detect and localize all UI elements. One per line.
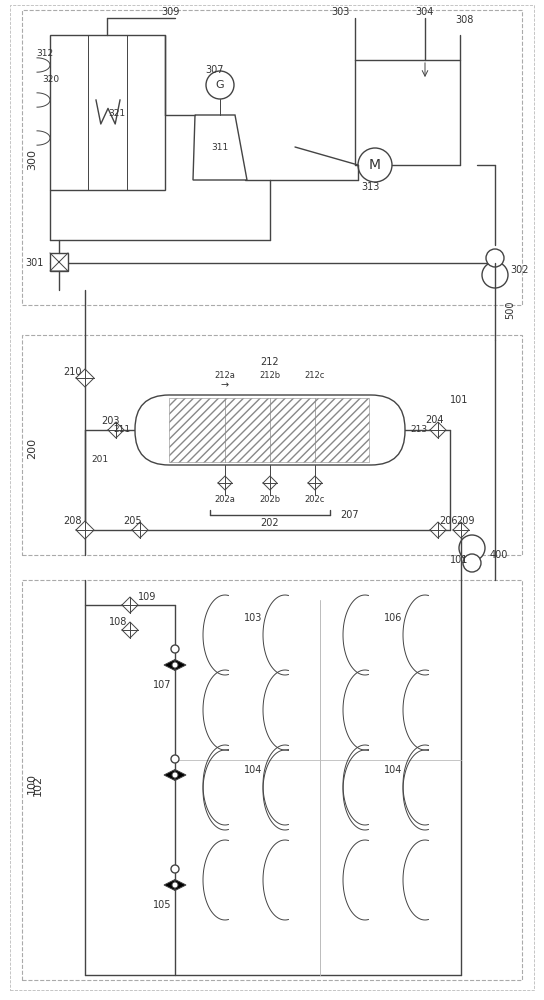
Polygon shape <box>108 422 124 438</box>
Polygon shape <box>175 880 186 890</box>
FancyBboxPatch shape <box>135 395 405 465</box>
Circle shape <box>171 865 179 873</box>
Text: 203: 203 <box>101 416 119 426</box>
Text: 102: 102 <box>33 774 43 796</box>
Circle shape <box>486 249 504 267</box>
Text: 212: 212 <box>261 357 279 367</box>
Text: 206: 206 <box>439 516 458 526</box>
Text: 109: 109 <box>138 592 156 602</box>
Text: 308: 308 <box>456 15 474 25</box>
Text: M: M <box>369 158 381 172</box>
Circle shape <box>172 662 178 668</box>
Bar <box>50 253 68 271</box>
Text: 105: 105 <box>153 900 171 910</box>
Text: 302: 302 <box>510 265 529 275</box>
Bar <box>22 335 522 555</box>
Text: 103: 103 <box>244 613 262 623</box>
Circle shape <box>171 755 179 763</box>
Text: 207: 207 <box>341 510 360 520</box>
Text: 107: 107 <box>153 680 171 690</box>
Polygon shape <box>175 660 186 670</box>
Text: 202c: 202c <box>305 495 325 504</box>
Text: 209: 209 <box>456 516 474 526</box>
Polygon shape <box>122 622 138 638</box>
Circle shape <box>463 554 481 572</box>
Bar <box>169 398 369 462</box>
Circle shape <box>482 262 508 288</box>
Circle shape <box>172 772 178 778</box>
Text: 200: 200 <box>27 437 37 459</box>
Polygon shape <box>193 115 247 180</box>
Text: 101: 101 <box>450 555 468 565</box>
Polygon shape <box>453 522 469 538</box>
Text: 303: 303 <box>331 7 349 17</box>
Circle shape <box>171 645 179 653</box>
Polygon shape <box>218 476 232 490</box>
Bar <box>22 580 522 980</box>
Bar <box>50 35 165 190</box>
Text: 312: 312 <box>36 48 53 57</box>
Text: 307: 307 <box>206 65 224 75</box>
Text: 205: 205 <box>123 516 143 526</box>
Text: 202a: 202a <box>214 495 236 504</box>
Polygon shape <box>308 476 322 490</box>
Text: 201: 201 <box>91 456 109 464</box>
Text: 211: 211 <box>113 426 130 434</box>
Text: 212c: 212c <box>305 370 325 379</box>
Circle shape <box>172 882 178 888</box>
Text: 500: 500 <box>505 301 515 319</box>
Text: 213: 213 <box>410 426 427 434</box>
Polygon shape <box>430 522 446 538</box>
Text: 210: 210 <box>63 367 81 377</box>
Polygon shape <box>430 422 446 438</box>
Text: 320: 320 <box>42 76 59 85</box>
Text: 104: 104 <box>384 765 402 775</box>
Text: 313: 313 <box>361 182 379 192</box>
Text: 300: 300 <box>27 149 37 170</box>
Polygon shape <box>263 476 277 490</box>
Polygon shape <box>164 770 175 780</box>
Text: 204: 204 <box>425 415 443 425</box>
Polygon shape <box>76 369 94 387</box>
Text: 321: 321 <box>108 109 125 118</box>
Text: 202: 202 <box>261 518 279 528</box>
Text: 212b: 212b <box>259 370 281 379</box>
Text: 208: 208 <box>63 516 81 526</box>
Text: 212a: 212a <box>214 370 236 379</box>
Text: 202b: 202b <box>259 495 281 504</box>
Text: 104: 104 <box>244 765 262 775</box>
Polygon shape <box>122 597 138 613</box>
Text: →: → <box>221 380 229 390</box>
Polygon shape <box>76 521 94 539</box>
Text: 400: 400 <box>490 550 509 560</box>
Text: 106: 106 <box>384 613 402 623</box>
Text: G: G <box>215 80 224 90</box>
Text: 301: 301 <box>26 258 44 268</box>
Text: 311: 311 <box>212 143 228 152</box>
Text: 101: 101 <box>450 395 468 405</box>
Text: 100: 100 <box>27 772 37 794</box>
Polygon shape <box>164 880 175 890</box>
Text: 304: 304 <box>416 7 434 17</box>
Circle shape <box>206 71 234 99</box>
Text: 309: 309 <box>161 7 179 17</box>
Bar <box>22 10 522 305</box>
Polygon shape <box>164 660 175 670</box>
Circle shape <box>459 535 485 561</box>
Polygon shape <box>175 770 186 780</box>
Polygon shape <box>132 522 148 538</box>
Text: 108: 108 <box>109 617 127 627</box>
Circle shape <box>358 148 392 182</box>
